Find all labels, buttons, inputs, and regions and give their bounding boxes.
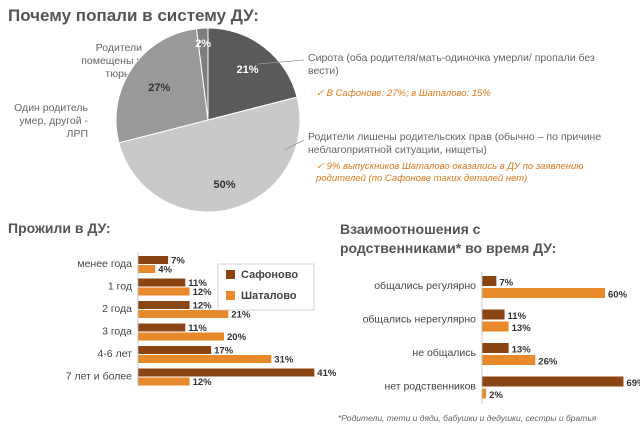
category-label: общались нерегулярно	[363, 314, 477, 326]
pie-label-prison: Родители помещены в тюрьму	[81, 42, 142, 80]
left-chart-title: Прожили в ДУ:	[8, 220, 111, 236]
bar-value-label: 11%	[188, 278, 207, 289]
bar	[138, 323, 186, 332]
pie-chart: 21% 50% 27% 2%	[115, 27, 305, 213]
bar-value-label: 20%	[227, 332, 247, 343]
legend-swatch	[226, 270, 235, 279]
category-label: 7 лет и более	[66, 371, 132, 383]
pie-note-deprived: ✓ 9% выпускников Шаталово оказались в ДУ…	[316, 161, 584, 184]
bar-value-label: 11%	[508, 311, 527, 322]
legend-swatch	[226, 291, 235, 300]
bar-value-label: 12%	[193, 287, 213, 298]
legend-label: Шаталово	[241, 290, 297, 302]
bar-value-label: 17%	[214, 346, 234, 357]
footnote: *Родители, тети и дяди, бабушки и дедушк…	[338, 413, 597, 423]
right-chart-title-line1: Взаимоотношения с	[340, 221, 481, 237]
pie-label-orphan: Сирота (оба родителя/мать-одиночка умерл…	[308, 52, 595, 77]
bar-value-label: 69%	[626, 378, 640, 389]
bar-value-label: 26%	[538, 357, 558, 368]
bar	[482, 288, 605, 298]
bar-value-label: 41%	[317, 368, 337, 379]
category-label: общались регулярно	[374, 280, 476, 292]
bar-value-label: 7%	[171, 256, 185, 267]
bar	[138, 377, 190, 386]
bar-value-label: 13%	[512, 345, 532, 356]
category-label: 4-6 лет	[97, 348, 132, 360]
bar-value-label: 60%	[608, 290, 628, 301]
bar-chart-relatives: общались регулярно 7% 60% общались нерегуля…	[363, 272, 640, 404]
category-label: 2 года	[102, 303, 132, 315]
category-label: менее года	[77, 258, 132, 270]
bar	[482, 309, 505, 320]
pie-slice-label: 50%	[213, 179, 235, 191]
bar	[138, 310, 229, 318]
pie-slice	[115, 28, 209, 144]
bar	[138, 332, 224, 341]
bar	[138, 355, 272, 363]
bar-value-label: 7%	[499, 278, 513, 289]
bar-value-label: 11%	[188, 323, 207, 334]
bar-value-label: 13%	[512, 323, 532, 334]
bar	[482, 276, 497, 286]
bar-value-label: 4%	[158, 265, 172, 276]
bar	[482, 388, 487, 399]
bar	[138, 287, 190, 296]
right-chart-title: Взаимоотношения с родственниками* во вре…	[340, 220, 556, 258]
bar	[482, 321, 509, 332]
bar	[138, 346, 212, 354]
bar	[482, 355, 536, 365]
pie-slice-label: 27%	[148, 82, 170, 94]
pie-label-one-parent: Один родитель умер, другой - ЛРП	[14, 102, 88, 140]
pie-note-orphan-text: В Сафонове: 27%; в Шаталово: 15%	[326, 88, 491, 99]
pie-slice	[207, 27, 298, 121]
bar	[482, 376, 624, 387]
legend: Сафоново Шаталово	[217, 263, 315, 311]
bar	[138, 265, 156, 273]
bar-value-label: 2%	[489, 390, 503, 401]
pie-label-deprived: Родители лишены родительских прав (обычн…	[308, 131, 602, 156]
leader-line	[283, 139, 305, 151]
leader-line	[257, 59, 305, 65]
bar-chart-stay: менее года 7%4%1 год 11%12%2 года 12%21%3 г…	[66, 252, 337, 388]
bar-value-label: 31%	[274, 355, 294, 366]
right-chart-title-line2: родственниками* во время ДУ:	[340, 240, 557, 256]
bar	[482, 343, 509, 353]
bar-value-label: 12%	[193, 377, 213, 388]
page-title: Почему попали в систему ДУ:	[8, 6, 259, 25]
bar-value-label: 12%	[193, 301, 213, 312]
legend-label: Сафоново	[241, 269, 298, 281]
bar	[138, 301, 190, 309]
pie-note-orphan: ✓ В Сафонове: 27%; в Шаталово: 15%	[316, 88, 491, 99]
category-label: 1 год	[108, 281, 132, 293]
category-label: нет родственников	[384, 381, 476, 393]
bar-value-label: 21%	[231, 310, 251, 321]
bar	[138, 256, 169, 264]
pie-slice	[118, 96, 301, 213]
pie-slice-label: 2%	[195, 38, 211, 50]
bar	[138, 368, 315, 377]
pie-slice-label: 21%	[236, 64, 258, 76]
pie-note-deprived-text: 9% выпускников Шаталово оказались в ДУ п…	[316, 161, 584, 184]
category-label: 3 года	[102, 326, 132, 338]
pie-slice	[195, 27, 209, 121]
bar	[138, 278, 186, 287]
category-label: не общались	[412, 347, 476, 359]
